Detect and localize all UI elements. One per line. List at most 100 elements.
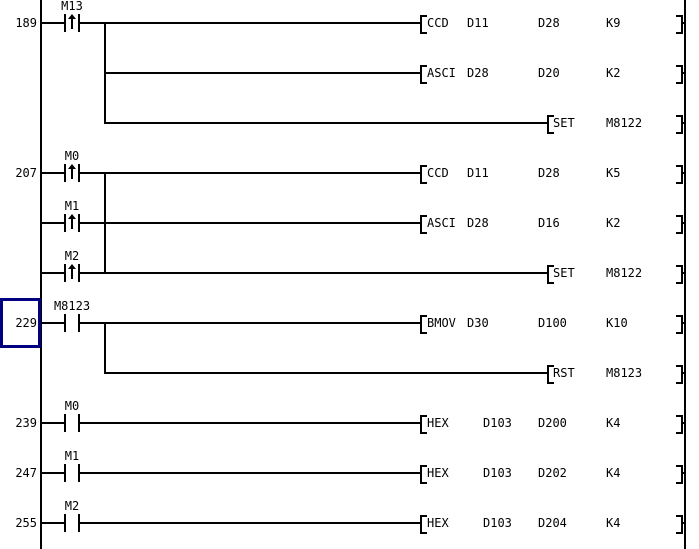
instruction-operand: K10 (606, 316, 628, 330)
instruction-mnemonic: RST (553, 366, 575, 380)
close-bracket (681, 215, 683, 234)
wire (80, 222, 420, 224)
instruction-SET[interactable]: SET M8122 (547, 263, 683, 285)
close-bracket-tick-bottom (676, 382, 682, 384)
close-bracket (681, 465, 683, 484)
close-bracket (681, 365, 683, 384)
instruction-HEX[interactable]: HEX D103 D204 K4 (420, 513, 683, 535)
close-bracket-tick-bottom (676, 82, 682, 84)
instruction-mnemonic: BMOV (427, 316, 456, 330)
instruction-operand: D100 (538, 316, 567, 330)
close-bracket (681, 115, 683, 134)
close-bracket-tick-top (676, 365, 682, 367)
wire (683, 222, 685, 224)
close-bracket (681, 65, 683, 84)
open-bracket (547, 265, 549, 284)
contact-bar-right (78, 414, 80, 432)
instruction-operand: K9 (606, 16, 621, 30)
instruction-operand: D200 (538, 416, 567, 430)
contact-M1[interactable] (64, 464, 80, 482)
instruction-operand: D28 (467, 66, 489, 80)
open-bracket (420, 15, 422, 34)
wire (104, 72, 420, 74)
instruction-operand: D30 (467, 316, 489, 330)
instruction-mnemonic: HEX (427, 516, 449, 530)
close-bracket-tick-bottom (676, 332, 682, 334)
contact-label: M1 (64, 199, 80, 213)
instruction-HEX[interactable]: HEX D103 D202 K4 (420, 463, 683, 485)
instruction-mnemonic: CCD (427, 16, 449, 30)
contact-label: M2 (64, 499, 80, 513)
wire (683, 172, 685, 174)
wire (683, 472, 685, 474)
open-bracket-tick-top (547, 115, 554, 117)
contact-M2[interactable] (64, 514, 80, 532)
instruction-ASCI[interactable]: ASCI D28 D16 K2 (420, 213, 683, 235)
instruction-operand: K4 (606, 466, 621, 480)
contact-M13[interactable] (64, 14, 80, 32)
wire (683, 422, 685, 424)
instruction-operand: M8122 (606, 266, 643, 280)
wire (40, 222, 64, 224)
contact-bar-left (64, 214, 66, 232)
instruction-operand: D103 (483, 416, 512, 430)
rising-edge-arrow-stem (71, 18, 73, 29)
wire (80, 172, 420, 174)
instruction-operand: K4 (606, 516, 621, 530)
close-bracket-tick-bottom (676, 232, 682, 234)
wire (80, 422, 420, 424)
wire (104, 372, 547, 374)
open-bracket-tick-top (420, 15, 427, 17)
contact-label: M13 (61, 0, 83, 13)
contact-M1[interactable] (64, 214, 80, 232)
close-bracket-tick-bottom (676, 282, 682, 284)
instruction-CCD[interactable]: CCD D11 D28 K9 (420, 13, 683, 35)
contact-M0[interactable] (64, 414, 80, 432)
wire (80, 272, 547, 274)
instruction-ASCI[interactable]: ASCI D28 D20 K2 (420, 63, 683, 85)
open-bracket-tick-bottom (420, 482, 427, 484)
open-bracket-tick-top (420, 465, 427, 467)
contact-M0[interactable] (64, 164, 80, 182)
wire (80, 472, 420, 474)
instruction-operand: D202 (538, 466, 567, 480)
contact-label: M2 (64, 249, 80, 263)
contact-bar-right (78, 314, 80, 332)
close-bracket-tick-top (676, 15, 682, 17)
step-number: 255 (15, 516, 37, 530)
instruction-mnemonic: CCD (427, 166, 449, 180)
instruction-SET[interactable]: SET M8122 (547, 113, 683, 135)
instruction-BMOV[interactable]: BMOV D30 D100 K10 (420, 313, 683, 335)
contact-M2[interactable] (64, 264, 80, 282)
instruction-mnemonic: SET (553, 116, 575, 130)
instruction-operand: D28 (538, 166, 560, 180)
contact-bar-right (78, 14, 80, 32)
close-bracket-tick-bottom (676, 182, 682, 184)
instruction-HEX[interactable]: HEX D103 D200 K4 (420, 413, 683, 435)
branch-line (104, 322, 106, 374)
instruction-operand: K4 (606, 416, 621, 430)
open-bracket-tick-bottom (547, 382, 554, 384)
contact-label: M0 (64, 149, 80, 163)
close-bracket (681, 15, 683, 34)
contact-bar-right (78, 164, 80, 182)
rising-edge-arrow-icon (68, 214, 76, 219)
step-number: 239 (15, 416, 37, 430)
selection-cursor[interactable] (0, 298, 41, 348)
open-bracket-tick-bottom (420, 532, 427, 534)
close-bracket-tick-top (676, 265, 682, 267)
instruction-operand: M8123 (606, 366, 643, 380)
instruction-operand: D103 (483, 516, 512, 530)
contact-M8123[interactable] (64, 314, 80, 332)
wire (683, 72, 685, 74)
instruction-operand: D28 (467, 216, 489, 230)
instruction-operand: D204 (538, 516, 567, 530)
open-bracket-tick-bottom (420, 232, 427, 234)
instruction-RST[interactable]: RST M8123 (547, 363, 683, 385)
close-bracket (681, 315, 683, 334)
instruction-operand: D20 (538, 66, 560, 80)
instruction-CCD[interactable]: CCD D11 D28 K5 (420, 163, 683, 185)
open-bracket-tick-top (420, 415, 427, 417)
instruction-operand: D16 (538, 216, 560, 230)
rising-edge-arrow-stem (71, 218, 73, 229)
